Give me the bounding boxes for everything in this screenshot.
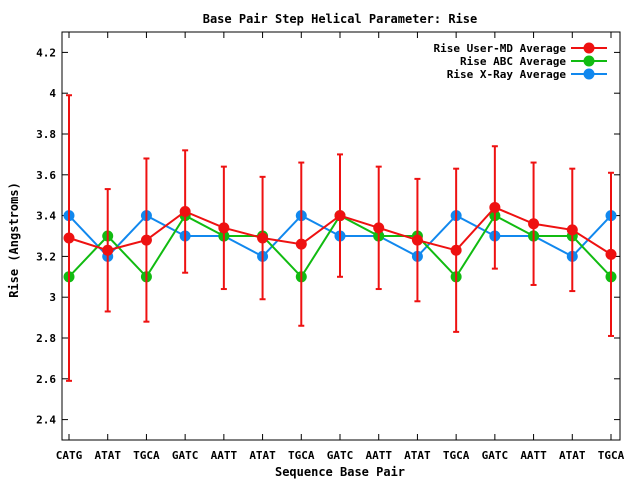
y-tick-label: 2.6 [36, 373, 56, 386]
x-tick-label: GATC [172, 449, 199, 462]
x-tick-label: TGCA [598, 449, 625, 462]
y-tick-label: 3.6 [36, 169, 56, 182]
data-point [566, 224, 578, 236]
legend-label: Rise X-Ray Average [447, 68, 567, 81]
y-tick-label: 4.2 [36, 46, 56, 59]
data-point [373, 222, 385, 234]
y-tick-label: 4 [49, 87, 56, 100]
data-point [489, 201, 501, 213]
y-tick-label: 3.8 [36, 128, 56, 141]
x-tick-label: GATC [327, 449, 354, 462]
data-point [63, 232, 75, 244]
plot-frame [61, 31, 621, 441]
data-point [257, 232, 269, 244]
y-tick-label: 3.2 [36, 250, 56, 263]
legend-marker [583, 42, 595, 54]
axes: 2.4 2.6 2.8 3 3.2 3.4 3.6 3.8 4 4.2 CATG ATAT TGCA GA… [36, 31, 625, 462]
data-point [334, 210, 346, 222]
x-tick-label: CATG [56, 449, 83, 462]
series-1 [63, 94, 617, 382]
x-tick-label: ATAT [94, 449, 121, 462]
legend-marker [583, 68, 595, 80]
data-point [411, 234, 423, 246]
y-axis-label: Rise (Angstroms) [7, 182, 21, 298]
chart-title: Base Pair Step Helical Parameter: Rise [203, 12, 478, 26]
legend-item-2: Rise ABC Average [460, 55, 607, 68]
x-tick-label: TGCA [288, 449, 315, 462]
x-tick-label: ATAT [404, 449, 431, 462]
data-point [295, 238, 307, 250]
x-tick-label: ATAT [559, 449, 586, 462]
y-tick-label: 2.4 [36, 414, 56, 427]
data-point [140, 234, 152, 246]
y-tick-label: 3.4 [36, 210, 56, 223]
legend-label: Rise ABC Average [460, 55, 566, 68]
data-point [218, 222, 230, 234]
data-point [605, 248, 617, 260]
data-point [179, 206, 191, 218]
legend-marker [583, 55, 595, 67]
data-point [450, 244, 462, 256]
data-point [102, 244, 114, 256]
x-tick-label: TGCA [133, 449, 160, 462]
legend-item-1: Rise User-MD Average [434, 42, 607, 55]
x-tick-label: AATT [365, 449, 392, 462]
x-tick-label: ATAT [249, 449, 276, 462]
x-tick-label: AATT [211, 449, 238, 462]
legend-label: Rise User-MD Average [434, 42, 567, 55]
x-tick-label: GATC [482, 449, 509, 462]
legend-item-3: Rise X-Ray Average [447, 68, 607, 81]
plot-area [63, 94, 617, 382]
x-axis-label: Sequence Base Pair [275, 465, 405, 479]
y-tick-label: 2.8 [36, 332, 56, 345]
x-tick-label: TGCA [443, 449, 470, 462]
x-tick-label: AATT [520, 449, 547, 462]
y-tick-label: 3 [49, 291, 56, 304]
data-point [528, 218, 540, 230]
